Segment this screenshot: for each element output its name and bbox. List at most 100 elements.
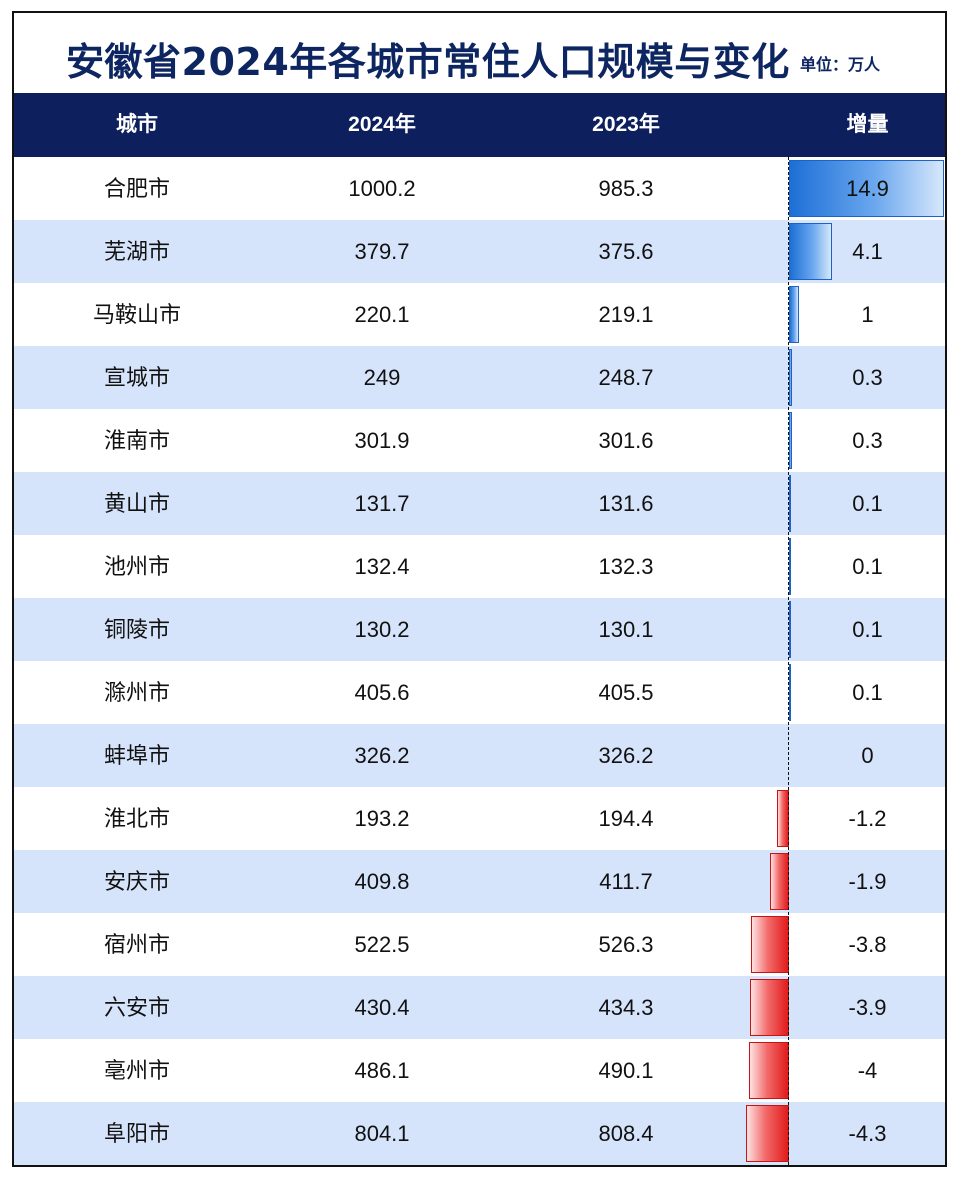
value-2024-cell: 130.2 bbox=[354, 617, 410, 642]
city-cell: 黄山市 bbox=[103, 491, 170, 516]
increase-bar bbox=[749, 1042, 789, 1099]
city-cell: 芜湖市 bbox=[103, 239, 170, 264]
city-cell: 滁州市 bbox=[103, 680, 170, 705]
increase-cell: -4.3 bbox=[848, 1121, 887, 1146]
value-2023-cell: 808.4 bbox=[598, 1121, 654, 1146]
table-row: 淮北市 193.2 194.4 -1.2 bbox=[14, 787, 945, 850]
increase-cell: 4.1 bbox=[852, 239, 883, 264]
table-row: 阜阳市 804.1 808.4 -4.3 bbox=[14, 1102, 945, 1165]
table-row: 滁州市 405.6 405.5 0.1 bbox=[14, 661, 945, 724]
value-2024-cell: 522.5 bbox=[354, 932, 410, 957]
header-2023: 2023年 bbox=[592, 113, 660, 136]
increase-cell: 0.3 bbox=[852, 365, 883, 390]
city-cell: 宿州市 bbox=[103, 932, 170, 957]
value-2023-cell: 326.2 bbox=[598, 743, 654, 768]
value-2024-cell: 430.4 bbox=[354, 995, 410, 1020]
table-row: 铜陵市 130.2 130.1 0.1 bbox=[14, 598, 945, 661]
increase-bar bbox=[789, 349, 793, 406]
value-2023-cell: 490.1 bbox=[598, 1058, 654, 1083]
value-2024-cell: 1000.2 bbox=[348, 176, 416, 201]
value-2024-cell: 220.1 bbox=[354, 302, 410, 327]
header-city: 城市 bbox=[116, 113, 158, 136]
header-2024: 2024年 bbox=[348, 113, 416, 136]
zero-axis-line bbox=[788, 157, 789, 1165]
value-2023-cell: 132.3 bbox=[598, 554, 654, 579]
table-row: 六安市 430.4 434.3 -3.9 bbox=[14, 976, 945, 1039]
value-2023-cell: 985.3 bbox=[598, 176, 654, 201]
increase-bar bbox=[789, 538, 791, 595]
city-cell: 亳州市 bbox=[103, 1058, 170, 1083]
value-2024-cell: 301.9 bbox=[354, 428, 410, 453]
title-row: 安徽省2024年各城市常住人口规模与变化 单位：万人 bbox=[14, 13, 945, 93]
increase-cell: 0.1 bbox=[852, 554, 883, 579]
increase-cell: -4 bbox=[857, 1058, 878, 1083]
increase-bar bbox=[770, 853, 789, 910]
value-2024-cell: 132.4 bbox=[354, 554, 410, 579]
increase-cell: 14.9 bbox=[846, 176, 889, 201]
value-2023-cell: 219.1 bbox=[598, 302, 654, 327]
value-2023-cell: 434.3 bbox=[598, 995, 654, 1020]
increase-bar bbox=[751, 916, 789, 973]
value-2023-cell: 375.6 bbox=[598, 239, 654, 264]
increase-cell: 0.1 bbox=[852, 680, 883, 705]
chart-title: 安徽省2024年各城市常住人口规模与变化 bbox=[66, 40, 790, 84]
increase-cell: -1.9 bbox=[848, 869, 887, 894]
city-cell: 马鞍山市 bbox=[92, 302, 181, 327]
increase-bar bbox=[789, 475, 791, 532]
value-2023-cell: 301.6 bbox=[598, 428, 654, 453]
table-row: 池州市 132.4 132.3 0.1 bbox=[14, 535, 945, 598]
increase-bar bbox=[789, 601, 791, 658]
increase-cell: -3.8 bbox=[848, 932, 887, 957]
increase-bar bbox=[750, 979, 789, 1036]
unit-label: 单位：万人 bbox=[800, 55, 881, 74]
increase-bar bbox=[789, 412, 793, 469]
value-2024-cell: 804.1 bbox=[354, 1121, 410, 1146]
increase-cell: -3.9 bbox=[848, 995, 887, 1020]
table-row: 马鞍山市 220.1 219.1 1 bbox=[14, 283, 945, 346]
city-cell: 淮南市 bbox=[103, 428, 170, 453]
value-2023-cell: 248.7 bbox=[598, 365, 654, 390]
city-cell: 安庆市 bbox=[103, 869, 170, 894]
increase-cell: 0.1 bbox=[852, 491, 883, 516]
value-2024-cell: 379.7 bbox=[354, 239, 410, 264]
increase-bar bbox=[746, 1105, 789, 1162]
table-row: 宿州市 522.5 526.3 -3.8 bbox=[14, 913, 945, 976]
table-row: 宣城市 249 248.7 0.3 bbox=[14, 346, 945, 409]
table-row: 芜湖市 379.7 375.6 4.1 bbox=[14, 220, 945, 283]
increase-bar bbox=[789, 286, 800, 343]
value-2023-cell: 131.6 bbox=[598, 491, 654, 516]
value-2023-cell: 130.1 bbox=[598, 617, 654, 642]
value-2023-cell: 411.7 bbox=[599, 869, 653, 894]
city-cell: 阜阳市 bbox=[103, 1121, 170, 1146]
city-cell: 宣城市 bbox=[103, 365, 170, 390]
increase-cell: 1 bbox=[861, 302, 874, 327]
header-increase: 增量 bbox=[846, 113, 889, 136]
city-cell: 合肥市 bbox=[103, 176, 170, 201]
value-2023-cell: 405.5 bbox=[598, 680, 654, 705]
value-2024-cell: 249 bbox=[363, 365, 401, 390]
table-header: 城市 2024年 2023年 增量 bbox=[14, 93, 945, 157]
increase-cell: 0.1 bbox=[852, 617, 883, 642]
table-row: 亳州市 486.1 490.1 -4 bbox=[14, 1039, 945, 1102]
city-cell: 六安市 bbox=[103, 995, 170, 1020]
table-row: 安庆市 409.8 411.7 -1.9 bbox=[14, 850, 945, 913]
chart-frame: 安徽省2024年各城市常住人口规模与变化 单位：万人 城市 2024年 2023… bbox=[12, 11, 947, 1167]
city-cell: 铜陵市 bbox=[103, 617, 170, 642]
value-2023-cell: 194.4 bbox=[598, 806, 654, 831]
value-2023-cell: 526.3 bbox=[598, 932, 654, 957]
increase-cell: 0 bbox=[861, 743, 874, 768]
table-row: 淮南市 301.9 301.6 0.3 bbox=[14, 409, 945, 472]
value-2024-cell: 409.8 bbox=[354, 869, 410, 894]
increase-cell: -1.2 bbox=[848, 806, 887, 831]
increase-cell: 0.3 bbox=[852, 428, 883, 453]
value-2024-cell: 405.6 bbox=[354, 680, 410, 705]
value-2024-cell: 486.1 bbox=[354, 1058, 410, 1083]
increase-bar bbox=[789, 160, 944, 217]
city-cell: 淮北市 bbox=[103, 806, 170, 831]
value-2024-cell: 131.7 bbox=[354, 491, 410, 516]
table-row: 黄山市 131.7 131.6 0.1 bbox=[14, 472, 945, 535]
city-cell: 池州市 bbox=[103, 554, 170, 579]
table-row: 蚌埠市 326.2 326.2 0 bbox=[14, 724, 945, 787]
value-2024-cell: 193.2 bbox=[354, 806, 410, 831]
increase-bar bbox=[789, 223, 832, 280]
